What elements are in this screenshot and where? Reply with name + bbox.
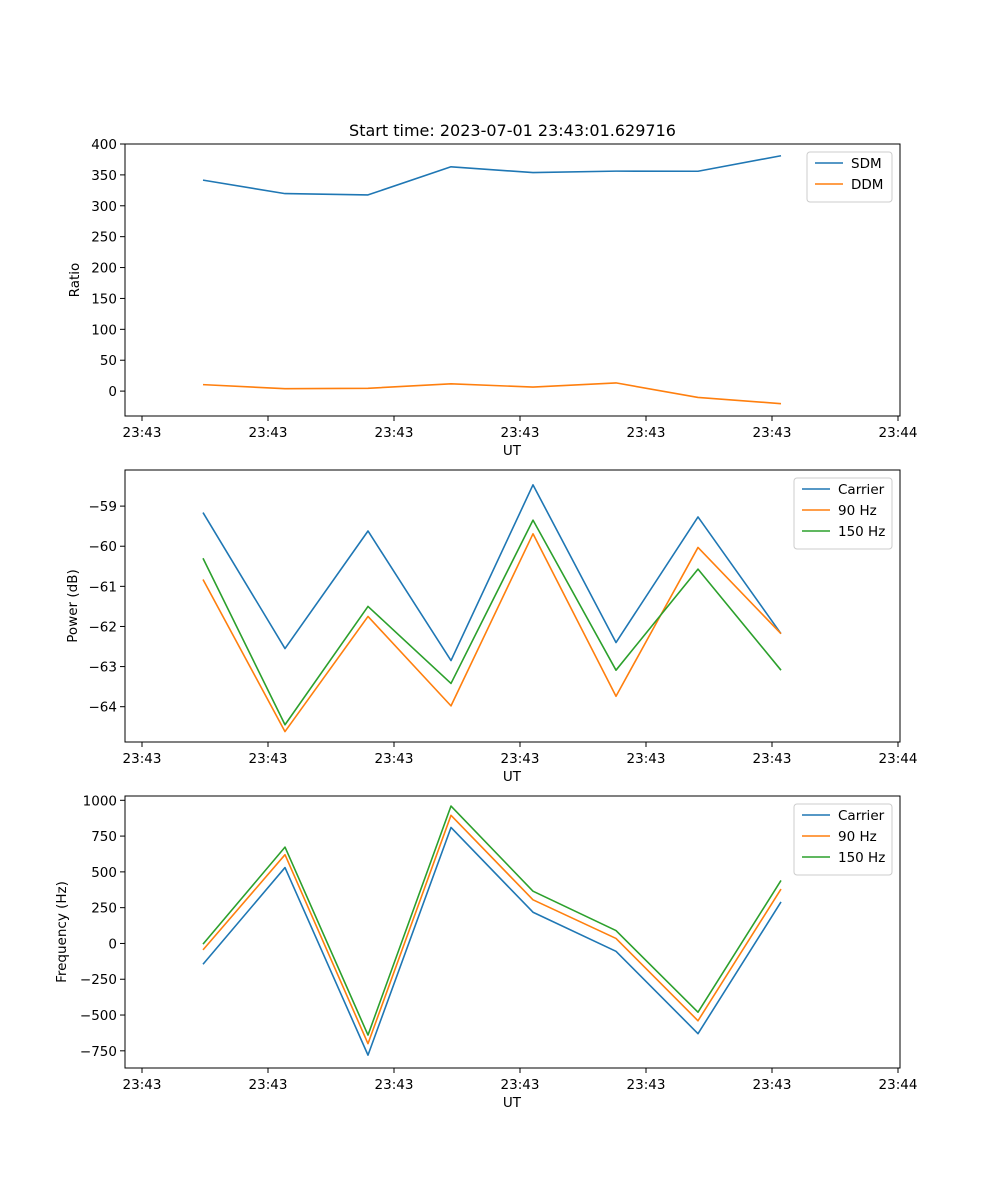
y-axis-label: Frequency (Hz) [54,881,70,983]
x-tick-label: 23:43 [627,425,666,441]
x-tick-label: 23:43 [753,1077,792,1093]
y-tick-label: 200 [91,261,117,277]
series-line-90-hz [202,814,782,1045]
y-tick-label: 150 [91,291,117,307]
legend-label: DDM [851,177,883,193]
x-tick-label: 23:43 [375,425,414,441]
x-tick-label: 23:43 [753,425,792,441]
x-axis-label: UT [503,1095,522,1111]
y-tick-label: −60 [89,539,118,555]
y-tick-label: 1000 [83,793,117,809]
y-tick-label: 400 [91,137,117,153]
x-tick-label: 23:43 [627,1077,666,1093]
x-tick-label: 23:43 [249,751,288,767]
x-axis-label: UT [503,769,522,785]
chart-panel-2: 23:43 23:43 23:43 23:43 23:43 23:43 23:44 −59 −6… [65,469,918,785]
legend: SDM DDM [806,151,893,203]
y-tick-label: 50 [100,353,117,369]
chart-panel-3: 23:43 23:43 23:43 23:43 23:43 23:43 23:44 −750 −… [54,793,917,1111]
y-tick-label: −61 [89,579,118,595]
x-tick-label: 23:43 [249,1077,288,1093]
legend-label: 150 Hz [838,524,885,540]
x-tick-label: 23:43 [249,425,288,441]
plot-frame [124,143,901,417]
y-axis-label: Power (dB) [65,569,81,642]
series-line-150-hz [202,805,782,1036]
y-tick-label: 250 [91,230,117,246]
y-tick-label: 0 [108,384,117,400]
series-line-150-hz [202,519,782,726]
chart-panel-1: Start time: 2023-07-01 23:43:01.629716 23… [67,121,917,459]
series-line-90-hz [202,532,782,733]
y-tick-label: 100 [91,322,117,338]
chart-title: Start time: 2023-07-01 23:43:01.629716 [349,121,676,140]
series-line-sdm [202,154,782,196]
y-tick-label: −62 [89,619,118,635]
x-tick-label: 23:43 [375,751,414,767]
x-tick-label: 23:43 [123,751,162,767]
legend-box [806,151,893,203]
y-tick-label: 350 [91,168,117,184]
x-axis-label: UT [503,443,522,459]
legend-label: Carrier [838,482,885,498]
x-tick-label: 23:44 [879,751,918,767]
x-tick-label: 23:44 [879,425,918,441]
y-axis-label: Ratio [67,263,83,298]
y-tick-label: 0 [108,936,117,952]
x-tick-label: 23:43 [375,1077,414,1093]
x-tick-label: 23:43 [501,751,540,767]
legend-label: Carrier [838,808,885,824]
series-line-carrier [202,484,782,662]
x-tick-label: 23:44 [879,1077,918,1093]
y-tick-label: 250 [91,901,117,917]
x-tick-label: 23:43 [123,1077,162,1093]
legend-label: 90 Hz [838,829,877,845]
legend-label: SDM [851,156,882,172]
x-tick-label: 23:43 [501,1077,540,1093]
y-tick-label: −63 [89,660,118,676]
x-tick-label: 23:43 [501,425,540,441]
series-line-ddm [202,382,782,405]
legend: Carrier 90 Hz 150 Hz [793,477,893,550]
legend: Carrier 90 Hz 150 Hz [793,803,893,876]
plot-frame [124,469,901,743]
legend-label: 90 Hz [838,503,877,519]
x-tick-label: 23:43 [123,425,162,441]
y-tick-label: −750 [80,1044,117,1060]
y-tick-label: 500 [91,865,117,881]
y-tick-label: 750 [91,829,117,845]
y-tick-label: −250 [80,972,117,988]
y-tick-label: 300 [91,199,117,215]
y-tick-label: −59 [89,499,118,515]
x-tick-label: 23:43 [753,751,792,767]
y-tick-label: −500 [80,1008,117,1024]
plot-frame [124,795,901,1069]
series-line-carrier [202,826,782,1056]
y-tick-label: −64 [89,700,118,716]
x-tick-label: 23:43 [627,751,666,767]
legend-label: 150 Hz [838,850,885,866]
